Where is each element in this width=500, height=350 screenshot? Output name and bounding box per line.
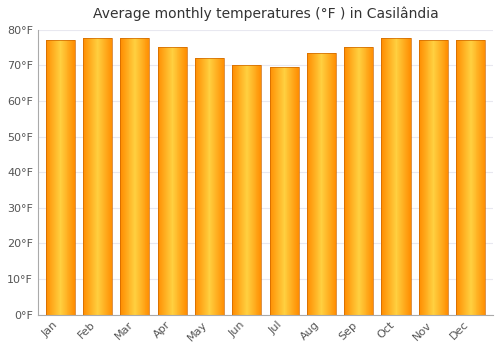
Title: Average monthly temperatures (°F ) in Casilândia: Average monthly temperatures (°F ) in Ca… xyxy=(92,7,438,21)
Bar xyxy=(456,40,485,315)
Bar xyxy=(307,53,336,315)
Bar xyxy=(270,67,298,315)
Bar xyxy=(195,58,224,315)
Bar xyxy=(344,47,374,315)
Bar xyxy=(419,40,448,315)
Bar xyxy=(83,38,112,315)
Bar xyxy=(232,65,262,315)
Bar xyxy=(46,40,74,315)
Bar xyxy=(382,38,410,315)
Bar xyxy=(120,38,150,315)
Bar xyxy=(158,47,186,315)
